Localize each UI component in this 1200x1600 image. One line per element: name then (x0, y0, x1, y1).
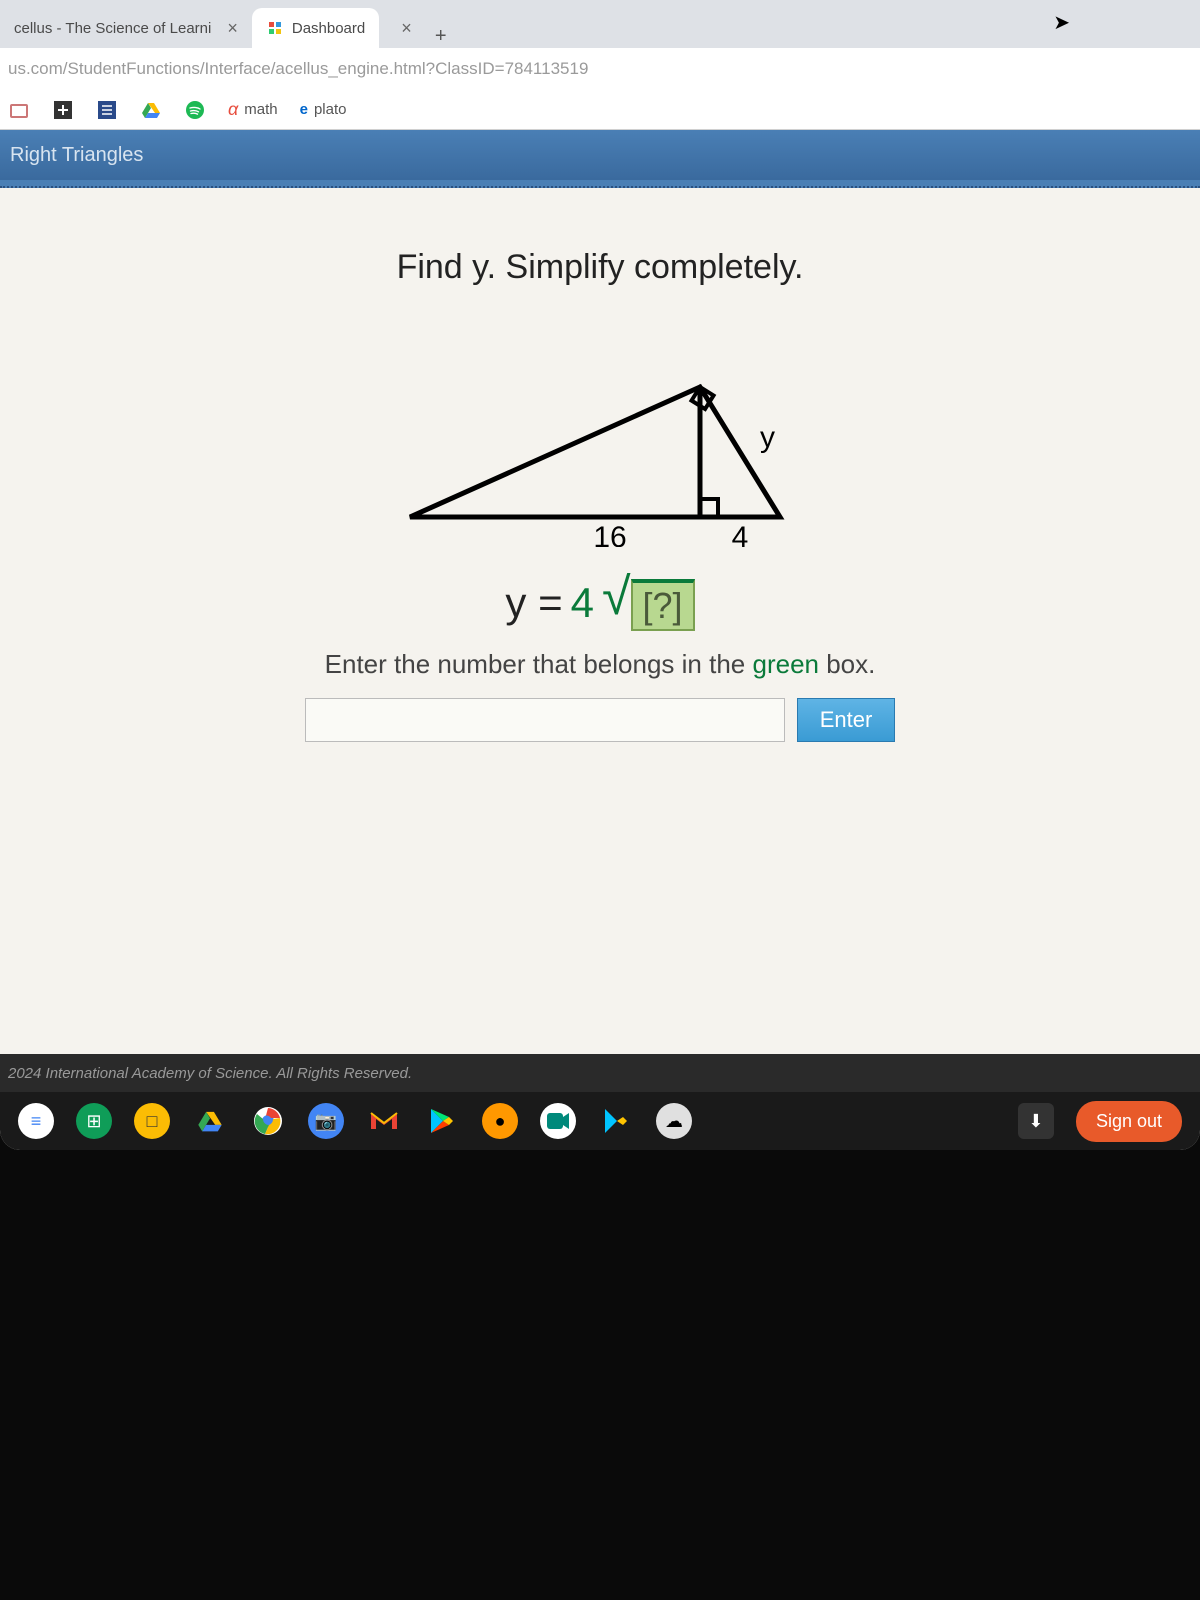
bookmark-label: math (244, 101, 277, 118)
screen: ➤ cellus - The Science of Learni × Dashb… (0, 0, 1200, 1150)
tab-blank[interactable]: × (379, 8, 426, 48)
problem-prompt: Find y. Simplify completely. (200, 248, 1000, 287)
triangle-diagram: 16 4 y (200, 347, 1000, 547)
input-row: Enter (200, 698, 1000, 742)
drive-icon[interactable] (192, 1103, 228, 1139)
instruction: Enter the number that belongs in the gre… (200, 649, 1000, 680)
meet-icon[interactable] (540, 1103, 576, 1139)
plus-icon[interactable] (52, 99, 74, 121)
close-icon[interactable]: × (401, 18, 412, 39)
address-bar: us.com/StudentFunctions/Interface/acellu… (0, 48, 1200, 90)
close-icon[interactable]: × (227, 18, 238, 39)
radical: √ [?] (602, 577, 695, 629)
playstore-icon[interactable] (598, 1103, 634, 1139)
app2-icon[interactable]: ☁ (656, 1103, 692, 1139)
app1-icon[interactable]: ● (482, 1103, 518, 1139)
files-icon[interactable]: □ (134, 1103, 170, 1139)
tab-dashboard[interactable]: Dashboard (252, 8, 379, 48)
taskbar: ≡ ⊞ □ 📷 ● ☁ ⬇ Sign out (0, 1092, 1200, 1150)
sheets-icon[interactable]: ⊞ (76, 1103, 112, 1139)
copyright-text: 2024 International Academy of Science. A… (8, 1065, 412, 1082)
gmail-icon[interactable] (366, 1103, 402, 1139)
answer-box[interactable]: [?] (631, 579, 695, 631)
footer: 2024 International Academy of Science. A… (0, 1054, 1200, 1092)
download-icon[interactable]: ⬇ (1018, 1103, 1054, 1139)
dashboard-favicon-icon (266, 19, 284, 37)
answer-input[interactable] (305, 698, 785, 742)
content-area: Find y. Simplify completely. 16 4 y y = … (0, 188, 1200, 782)
page-header: Right Triangles (0, 130, 1200, 180)
tab-acellus[interactable]: cellus - The Science of Learni × (0, 8, 252, 48)
docs-icon[interactable]: ≡ (18, 1103, 54, 1139)
equation-coef: 4 (571, 579, 594, 627)
new-tab-button[interactable]: + (426, 25, 456, 48)
divider (0, 180, 1200, 188)
label-16: 16 (593, 521, 626, 547)
equation: y = 4 √ [?] (200, 577, 1000, 629)
cursor-icon: ➤ (1053, 10, 1070, 35)
e-icon: e (300, 101, 308, 118)
equation-lhs: y = (505, 579, 562, 627)
drive-icon[interactable] (140, 99, 162, 121)
bookmarks-bar: α math e plato (0, 90, 1200, 130)
browser-tabs: cellus - The Science of Learni × Dashboa… (0, 0, 1200, 48)
chrome-icon[interactable] (250, 1103, 286, 1139)
folder-icon[interactable] (8, 99, 30, 121)
page-title: Right Triangles (10, 144, 143, 167)
problem: Find y. Simplify completely. 16 4 y y = … (200, 248, 1000, 742)
play-icon[interactable] (424, 1103, 460, 1139)
bookmark-plato[interactable]: e plato (300, 101, 347, 118)
alpha-icon: α (228, 99, 238, 120)
label-y: y (760, 421, 775, 454)
tab-label: Dashboard (292, 20, 365, 37)
url-text[interactable]: us.com/StudentFunctions/Interface/acellu… (8, 59, 588, 79)
signout-button[interactable]: Sign out (1076, 1101, 1182, 1142)
spotify-icon[interactable] (184, 99, 206, 121)
enter-button[interactable]: Enter (797, 698, 896, 742)
radical-icon: √ (602, 577, 631, 619)
camera-icon[interactable]: 📷 (308, 1103, 344, 1139)
list-icon[interactable] (96, 99, 118, 121)
bookmark-math[interactable]: α math (228, 99, 278, 120)
label-4: 4 (732, 521, 749, 547)
tab-label: cellus - The Science of Learni (14, 20, 211, 37)
bookmark-label: plato (314, 101, 347, 118)
